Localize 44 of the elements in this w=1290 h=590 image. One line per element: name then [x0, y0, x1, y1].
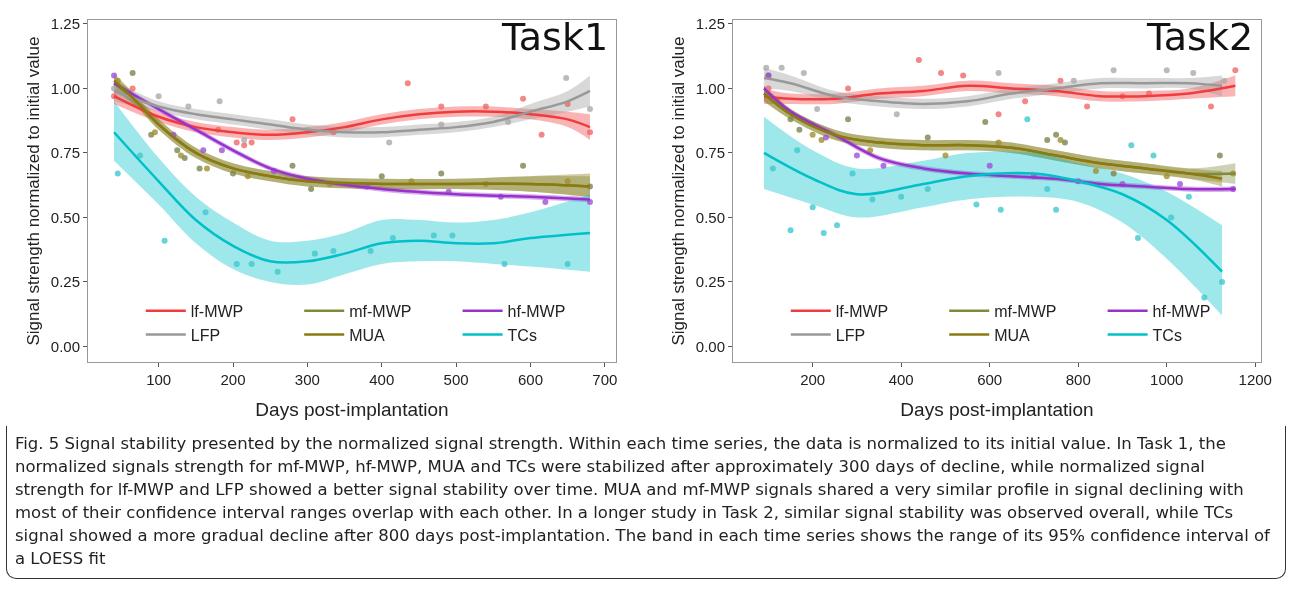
- legend-label: MUA: [994, 326, 1031, 344]
- x-tick-label: 700: [592, 371, 618, 388]
- x-axis-title: Days post-implantation: [255, 399, 449, 420]
- legend-label: mf-MWP: [349, 302, 412, 320]
- caption: Fig. 5 Signal stability presented by the normalized signal strength. Within each time series, the data is normalized to its initial value. In Task 1, the normalized signals strength for mf-MWP, hf-MWP, MUA and TCs were stabilized after approximately 300 days of decline, while normalized signal strength for lf-MWP and LFP showed a better signal stability over time. MUA and mf-MWP signals shared a very similar profile in signal declining with most of their confidence interval ranges overlap with each other. In a longer study in Task 2, similar signal stability was observed overall, while TCs signal showed a more gradual decline after 800 days post-implantation. The band in each time series shows the range of its 95% confidence interval of a LOESS fit: [6, 426, 1286, 579]
- y-axis-title: Signal strength normalized to initial value: [669, 36, 689, 346]
- x-axis-title: Days post-implantation: [900, 399, 1094, 420]
- x-tick-label: 500: [443, 371, 469, 388]
- y-tick-label: 1.00: [50, 79, 80, 97]
- y-tick-label: 0.50: [50, 208, 80, 226]
- y-tick-label: 1.00: [695, 79, 725, 97]
- y-axis-title: Signal strength normalized to initial value: [24, 36, 44, 346]
- y-tick-label: 0.25: [695, 273, 725, 291]
- x-tick-label: 400: [888, 371, 914, 388]
- x-tick-label: 300: [294, 371, 320, 388]
- legend-label: mf-MWP: [994, 302, 1057, 320]
- legend-label: lf-MWP: [190, 302, 244, 320]
- legend-label: lf-MWP: [835, 302, 889, 320]
- y-tick-label: 0.50: [695, 208, 725, 226]
- legend-label: TCs: [507, 326, 537, 344]
- legend-label: TCs: [1152, 326, 1182, 344]
- x-tick-label: 1000: [1150, 371, 1184, 388]
- legend-label: LFP: [835, 326, 866, 344]
- legend-label: LFP: [190, 326, 221, 344]
- legend-label: hf-MWP: [507, 302, 566, 320]
- x-tick-label: 800: [1065, 371, 1091, 388]
- x-tick-label: 200: [220, 371, 246, 388]
- x-tick-label: 400: [369, 371, 395, 388]
- y-tick-label: 0.25: [50, 273, 80, 291]
- x-tick-label: 600: [977, 371, 1003, 388]
- legend-label: MUA: [349, 326, 386, 344]
- chart-title: Task1: [500, 15, 609, 60]
- y-tick-label: 0.75: [695, 144, 725, 162]
- legend-label: hf-MWP: [1152, 302, 1211, 320]
- y-tick-label: 0.75: [50, 144, 80, 162]
- y-tick-label: 1.25: [695, 15, 725, 33]
- y-tick-label: 1.25: [50, 15, 80, 33]
- x-tick-label: 100: [146, 371, 172, 388]
- chart-title: Task2: [1145, 15, 1254, 60]
- x-tick-label: 200: [800, 371, 826, 388]
- y-tick-label: 0.00: [50, 337, 80, 355]
- y-tick-label: 0.00: [695, 337, 725, 355]
- x-tick-label: 600: [517, 371, 543, 388]
- x-tick-label: 1200: [1238, 371, 1272, 388]
